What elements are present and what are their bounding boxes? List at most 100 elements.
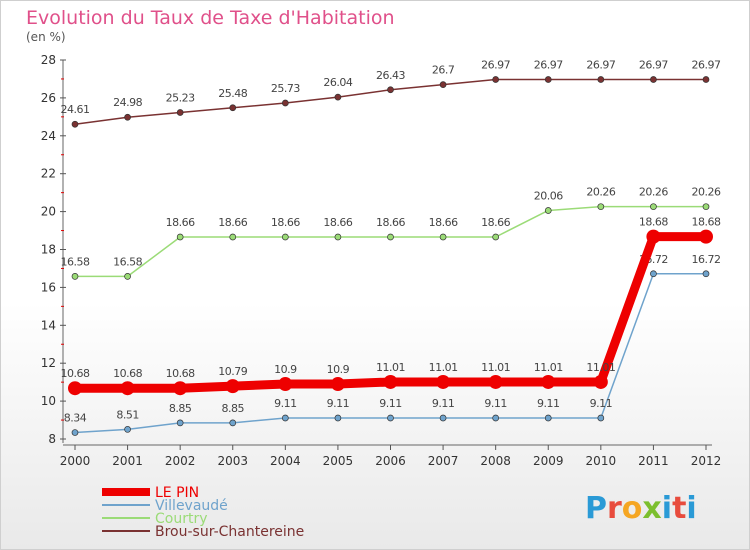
data-label: 11.01	[481, 361, 510, 374]
data-label: 24.61	[61, 103, 90, 116]
data-label: 9.11	[379, 397, 402, 410]
data-point	[281, 233, 289, 241]
data-label: 8.34	[64, 412, 87, 425]
x-tick-label: 2012	[691, 454, 722, 468]
y-tick-label: 14	[41, 318, 56, 332]
y-tick-label: 8	[48, 432, 56, 446]
data-label: 11.01	[586, 361, 615, 374]
data-label: 11.01	[429, 361, 458, 374]
data-point	[334, 233, 342, 241]
y-tick-label: 12	[41, 356, 56, 370]
data-point	[334, 414, 342, 422]
data-point	[278, 377, 293, 392]
data-point	[492, 233, 500, 241]
x-tick-label: 2008	[480, 454, 511, 468]
data-point	[597, 203, 605, 211]
data-point	[124, 273, 131, 280]
data-point	[387, 414, 394, 422]
data-label: 18.66	[271, 216, 300, 229]
data-label: 10.9	[327, 363, 350, 376]
x-tick-label: 2010	[586, 454, 617, 468]
data-point	[646, 229, 661, 244]
data-label: 18.66	[166, 216, 195, 229]
data-point	[387, 86, 394, 94]
data-label: 24.98	[113, 96, 142, 109]
logo-letter: P	[585, 491, 607, 526]
data-point	[334, 93, 342, 101]
data-point	[225, 379, 240, 394]
x-tick-label: 2009	[533, 454, 564, 468]
data-point	[650, 203, 657, 211]
data-point	[71, 273, 79, 280]
data-label: 8.85	[169, 402, 192, 415]
data-point	[71, 120, 79, 128]
data-point	[176, 109, 184, 116]
data-label: 9.11	[590, 397, 613, 410]
logo-letter: i	[662, 491, 672, 526]
data-label: 26.7	[432, 64, 455, 77]
x-tick-label: 2003	[217, 454, 248, 468]
data-point	[702, 203, 710, 211]
x-tick-label: 2004	[270, 454, 301, 468]
data-label: 18.66	[481, 216, 510, 229]
data-label: 9.11	[327, 397, 350, 410]
x-tick-label: 2002	[165, 454, 196, 468]
data-label: 18.66	[323, 216, 352, 229]
data-label: 20.26	[586, 186, 615, 199]
data-label: 18.66	[218, 216, 247, 229]
data-label: 16.72	[692, 253, 721, 266]
data-label: 11.01	[534, 361, 563, 374]
data-point	[173, 381, 188, 396]
data-point	[383, 374, 398, 389]
data-point	[176, 233, 184, 241]
x-tick-label: 2007	[428, 454, 459, 468]
data-label: 26.97	[534, 59, 563, 72]
legend-label: LE PIN	[155, 485, 199, 501]
data-label: 18.68	[639, 216, 668, 229]
data-point	[699, 229, 713, 244]
data-point	[593, 374, 608, 389]
series-3: 24.61 24.98 25.23 25.48 25.73 26.04 26.43 26.7 2…	[61, 59, 721, 128]
legend-label: Courtry	[155, 511, 208, 527]
data-label: 26.04	[323, 76, 352, 89]
chart-title: Evolution du Taux de Taxe d'Habitation	[26, 7, 395, 29]
data-point	[439, 233, 447, 241]
data-label: 9.11	[432, 397, 455, 410]
data-label: 16.58	[113, 255, 142, 268]
data-label: 10.79	[218, 365, 247, 378]
x-tick-label: 2001	[112, 454, 143, 468]
series-2: 16.58 16.58 18.66 18.66 18.66 18.66 18.66 18.66…	[61, 186, 721, 280]
data-point	[124, 113, 131, 121]
data-point	[597, 414, 605, 422]
x-tick-label: 2006	[375, 454, 406, 468]
data-point	[120, 381, 135, 396]
data-label: 20.26	[639, 186, 668, 199]
data-label: 9.11	[537, 397, 560, 410]
x-tick-label: 2005	[323, 454, 354, 468]
chart-subtitle: (en %)	[26, 30, 66, 44]
legend: LE PINVillevaudéCourtryBrou-sur-Chantere…	[102, 485, 304, 540]
data-label: 8.85	[222, 402, 245, 415]
data-label: 18.66	[376, 216, 405, 229]
data-label: 9.11	[274, 397, 297, 410]
data-label: 10.68	[61, 367, 90, 380]
x-tick-label: 2011	[638, 454, 669, 468]
data-point	[439, 81, 447, 88]
data-label: 18.66	[429, 216, 458, 229]
data-label: 26.97	[692, 59, 721, 72]
y-tick-label: 28	[41, 53, 56, 67]
logo-letter: i	[686, 491, 696, 526]
data-point	[702, 270, 710, 278]
data-label: 25.23	[166, 91, 195, 104]
legend-label: Villevaudé	[155, 498, 228, 514]
x-tick-label: 2000	[60, 454, 91, 468]
data-label: 10.68	[166, 367, 195, 380]
data-point	[281, 414, 289, 422]
data-label: 16.58	[61, 255, 90, 268]
series-layer: 24.61 24.98 25.23 25.48 25.73 26.04 26.43 26.7 2…	[61, 59, 721, 436]
data-label: 11.01	[376, 361, 405, 374]
data-point	[544, 76, 552, 83]
data-label: 8.51	[116, 408, 139, 421]
data-point	[68, 381, 82, 396]
